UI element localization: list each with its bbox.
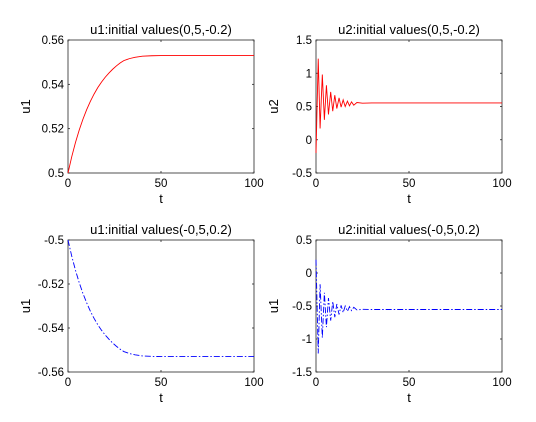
series-line-1 <box>315 259 502 354</box>
x-tick-label: 100 <box>492 178 511 190</box>
x-tick-label: 0 <box>65 178 71 190</box>
x-axis-label: t <box>407 191 411 206</box>
y-tick-label: 0.54 <box>42 79 65 91</box>
y-tick-label: 0.5 <box>296 102 312 114</box>
y-tick-label: 0.52 <box>42 124 64 136</box>
x-tick-label: 0 <box>313 178 319 190</box>
chart-title: u2:initial values(0,5,-0.2) <box>338 22 480 37</box>
axes-frame <box>315 39 503 174</box>
axes-frame <box>67 239 255 373</box>
x-tick-label: 100 <box>244 178 263 190</box>
chart-title: u2:initial values(-0,5,0.2) <box>338 222 480 237</box>
axes-frame <box>67 39 255 174</box>
x-tick-label: 100 <box>244 377 263 389</box>
y-axis-label: u1 <box>18 299 33 313</box>
x-tick-label: 100 <box>492 377 511 389</box>
y-tick-label: -0.52 <box>38 279 64 291</box>
x-axis-label: t <box>159 390 163 405</box>
chart-title: u1:initial values(-0,5,0.2) <box>90 222 232 237</box>
x-tick-label: 50 <box>403 178 416 190</box>
y-tick-label: -0.56 <box>38 367 64 379</box>
x-axis-label: t <box>159 191 163 206</box>
y-tick-label: -1 <box>302 334 312 346</box>
y-tick-label: -0.5 <box>292 301 312 313</box>
subplot-2: 0 50 100-0.500.511.5u2:initial values(0,5,… <box>266 22 512 206</box>
y-tick-label: 0.5 <box>296 235 312 247</box>
y-tick-label: -0.5 <box>44 235 64 247</box>
x-tick-label: 0 <box>65 377 71 389</box>
subplot-1: 0 50 100 0.5 0.52 0.54 0.56 u1:initial values(0… <box>18 22 264 206</box>
subplot-4: 0 50 100 -1.5 -1 -0.5 0 0.5 u2:initial values(-0… <box>266 222 512 405</box>
y-tick-label: 0 <box>306 268 312 280</box>
axes-frame <box>315 239 503 373</box>
x-tick-label: 0 <box>313 377 319 389</box>
series-line-1 <box>67 55 254 174</box>
y-tick-label: -1.5 <box>292 367 312 379</box>
y-axis-label: u2 <box>266 99 281 113</box>
y-tick-label: 0 <box>306 135 312 147</box>
y-tick-label: 0.56 <box>42 35 64 47</box>
y-tick-label: -0.5 <box>292 168 312 180</box>
y-tick-label: 1.5 <box>296 35 312 47</box>
y-axis-label: u1 <box>266 299 281 313</box>
y-axis-label: u1 <box>18 99 33 113</box>
y-tick-label: 1 <box>306 68 312 80</box>
series-line-1 <box>315 58 502 154</box>
y-tick-label: -0.54 <box>38 323 65 335</box>
series-line-1 <box>67 239 254 358</box>
x-tick-label: 50 <box>155 377 168 389</box>
chart-title: u1:initial values(0,5,-0.2) <box>90 22 232 37</box>
subplot-3: 0 50 100 -0.56 -0.54 -0.52 -0.5 u1:initial valu… <box>18 222 264 405</box>
x-tick-label: 50 <box>403 377 416 389</box>
y-tick-label: 0.5 <box>48 168 64 180</box>
x-tick-label: 50 <box>155 178 168 190</box>
x-axis-label: t <box>407 390 411 405</box>
